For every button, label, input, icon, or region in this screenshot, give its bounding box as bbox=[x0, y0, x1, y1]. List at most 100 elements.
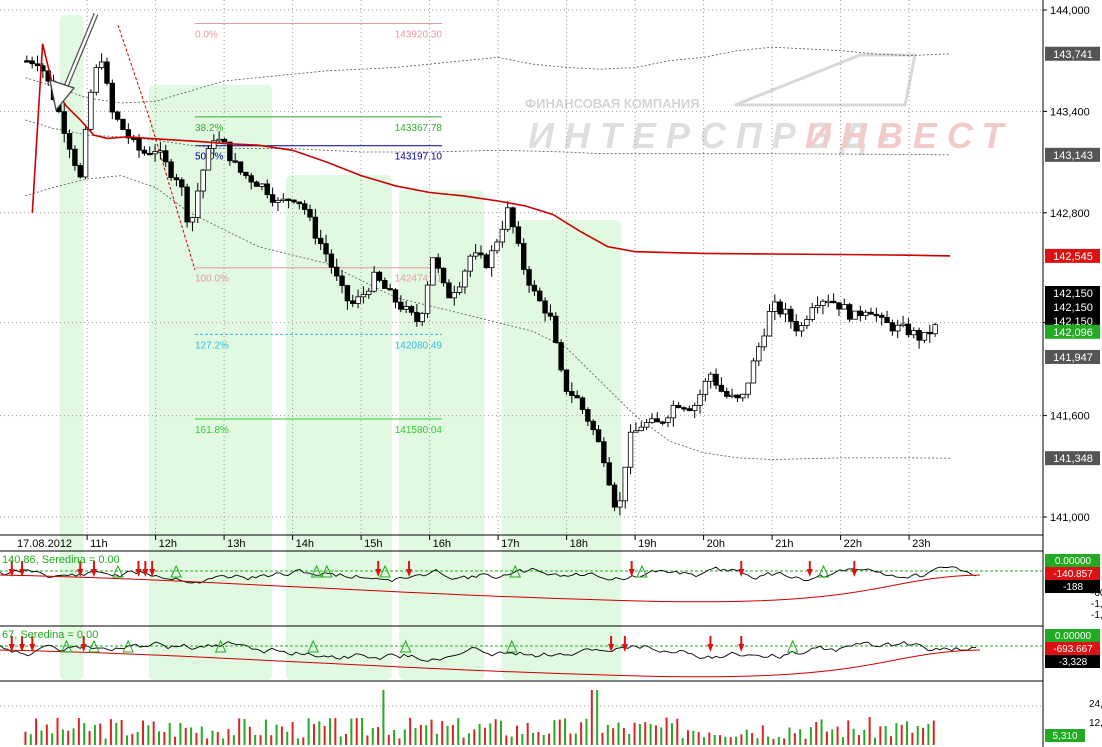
candle-body bbox=[301, 203, 308, 210]
candle-body bbox=[173, 177, 180, 181]
candle-body bbox=[403, 306, 409, 310]
buy-marker bbox=[379, 564, 391, 578]
candle-body bbox=[323, 243, 329, 255]
sell-marker bbox=[707, 644, 714, 652]
candle-body bbox=[232, 160, 238, 163]
candle-body bbox=[585, 409, 591, 422]
candle-body bbox=[120, 118, 126, 131]
buy-marker bbox=[509, 564, 522, 578]
time-tick-label: 20h bbox=[707, 538, 725, 550]
candle-body bbox=[328, 253, 335, 268]
candle-body bbox=[195, 190, 201, 218]
candle-body bbox=[253, 181, 260, 187]
fib-price-label: 142474.91 bbox=[395, 274, 443, 285]
candle-body bbox=[392, 289, 399, 303]
candle-body bbox=[152, 151, 158, 155]
buy-marker bbox=[214, 639, 227, 653]
candle-body bbox=[713, 373, 719, 386]
volume-tag bbox=[1045, 729, 1085, 742]
candle-body bbox=[814, 305, 821, 309]
indicator-tag-label: -188 bbox=[1063, 582, 1083, 593]
fib-trendline bbox=[117, 24, 196, 271]
candle-body bbox=[537, 290, 543, 302]
sell-marker bbox=[621, 644, 628, 652]
annotation-arrow bbox=[49, 13, 99, 112]
buy-marker bbox=[310, 564, 323, 578]
candle-body bbox=[488, 250, 495, 269]
candle-body bbox=[558, 342, 564, 371]
price-tag-label: 142,096 bbox=[1053, 327, 1093, 339]
candle-body bbox=[633, 430, 639, 433]
time-tick-label: 12h bbox=[159, 538, 177, 550]
candle-body bbox=[510, 207, 516, 228]
price-tag bbox=[1045, 314, 1100, 328]
ma-line bbox=[31, 43, 951, 257]
buy-marker bbox=[817, 564, 830, 578]
candle-body bbox=[371, 271, 377, 292]
fib-price-label: 143920.30 bbox=[395, 29, 443, 40]
candle-body bbox=[440, 267, 447, 284]
candle-body bbox=[830, 300, 837, 304]
candle-body bbox=[531, 284, 538, 292]
candle-body bbox=[654, 418, 660, 423]
time-tick-label: 18h bbox=[570, 538, 588, 550]
indicator-tick-label: -600 bbox=[1091, 588, 1102, 599]
candle-body bbox=[686, 408, 693, 411]
sell-marker bbox=[142, 569, 149, 577]
watermark-name-right: ИНВЕСТ bbox=[805, 115, 1014, 156]
price-tick-label: 143,400 bbox=[1050, 106, 1090, 118]
candle-body bbox=[761, 335, 767, 348]
watermark-logo bbox=[734, 53, 917, 107]
candle-body bbox=[504, 207, 511, 230]
sell-marker bbox=[80, 644, 87, 652]
arrow-head bbox=[49, 79, 76, 112]
price-axis: 144,000 143,400 142,800 142,150 141,600 141,0… bbox=[1042, 0, 1100, 747]
candle-body bbox=[895, 324, 901, 332]
candle-body bbox=[659, 421, 666, 424]
arrow-shaft-inner bbox=[60, 13, 98, 97]
candle-body bbox=[237, 161, 244, 173]
candle-body bbox=[675, 404, 682, 409]
candle-body bbox=[93, 67, 99, 93]
candle-body bbox=[125, 129, 132, 139]
price-tick-label: 142,800 bbox=[1050, 208, 1090, 220]
candle-body bbox=[376, 271, 383, 281]
indicator-tick-label: -1,000 bbox=[1091, 599, 1102, 610]
candle-body bbox=[216, 138, 222, 142]
buy-marker bbox=[60, 639, 73, 653]
candle-body bbox=[269, 194, 276, 203]
sell-marker bbox=[406, 569, 413, 577]
candle-body bbox=[398, 301, 404, 310]
candle-body bbox=[526, 269, 532, 286]
price-tag-label: 143,143 bbox=[1053, 150, 1093, 162]
candle-body bbox=[472, 252, 479, 257]
fib-pct-label: 161.8% bbox=[195, 425, 229, 436]
candle-body bbox=[804, 319, 810, 326]
candle-body bbox=[141, 149, 148, 154]
time-tick-label: 13h bbox=[227, 538, 245, 550]
candle-body bbox=[547, 312, 554, 317]
candle-body bbox=[574, 395, 580, 399]
indicator-tag bbox=[1045, 629, 1100, 642]
indicator-tag-label: -693.667 bbox=[1053, 644, 1093, 655]
indicator-panel-2: 67, Seredina = 0.00 0.00000 -693.667 -3,328 bbox=[0, 625, 1100, 678]
candle-body bbox=[772, 301, 778, 312]
highlight-zone bbox=[59, 15, 84, 680]
candle-body bbox=[708, 373, 714, 382]
candle-body bbox=[339, 275, 345, 286]
oscillator-line bbox=[0, 641, 977, 662]
candle-body bbox=[852, 310, 858, 320]
candle-body bbox=[724, 390, 730, 397]
candle-body bbox=[350, 300, 356, 304]
candle-body bbox=[638, 426, 644, 432]
indicator-tag bbox=[1045, 554, 1100, 567]
candle-body bbox=[109, 82, 116, 113]
candle-body bbox=[788, 308, 794, 322]
sell-marker bbox=[149, 569, 156, 577]
volume-tag-label: 5,310 bbox=[1052, 731, 1077, 742]
sell-marker bbox=[90, 569, 97, 577]
volume-tick-label: 24,000 bbox=[1089, 699, 1102, 710]
sell-marker bbox=[8, 644, 15, 652]
candle-body bbox=[408, 306, 415, 313]
candle-body bbox=[467, 255, 473, 272]
